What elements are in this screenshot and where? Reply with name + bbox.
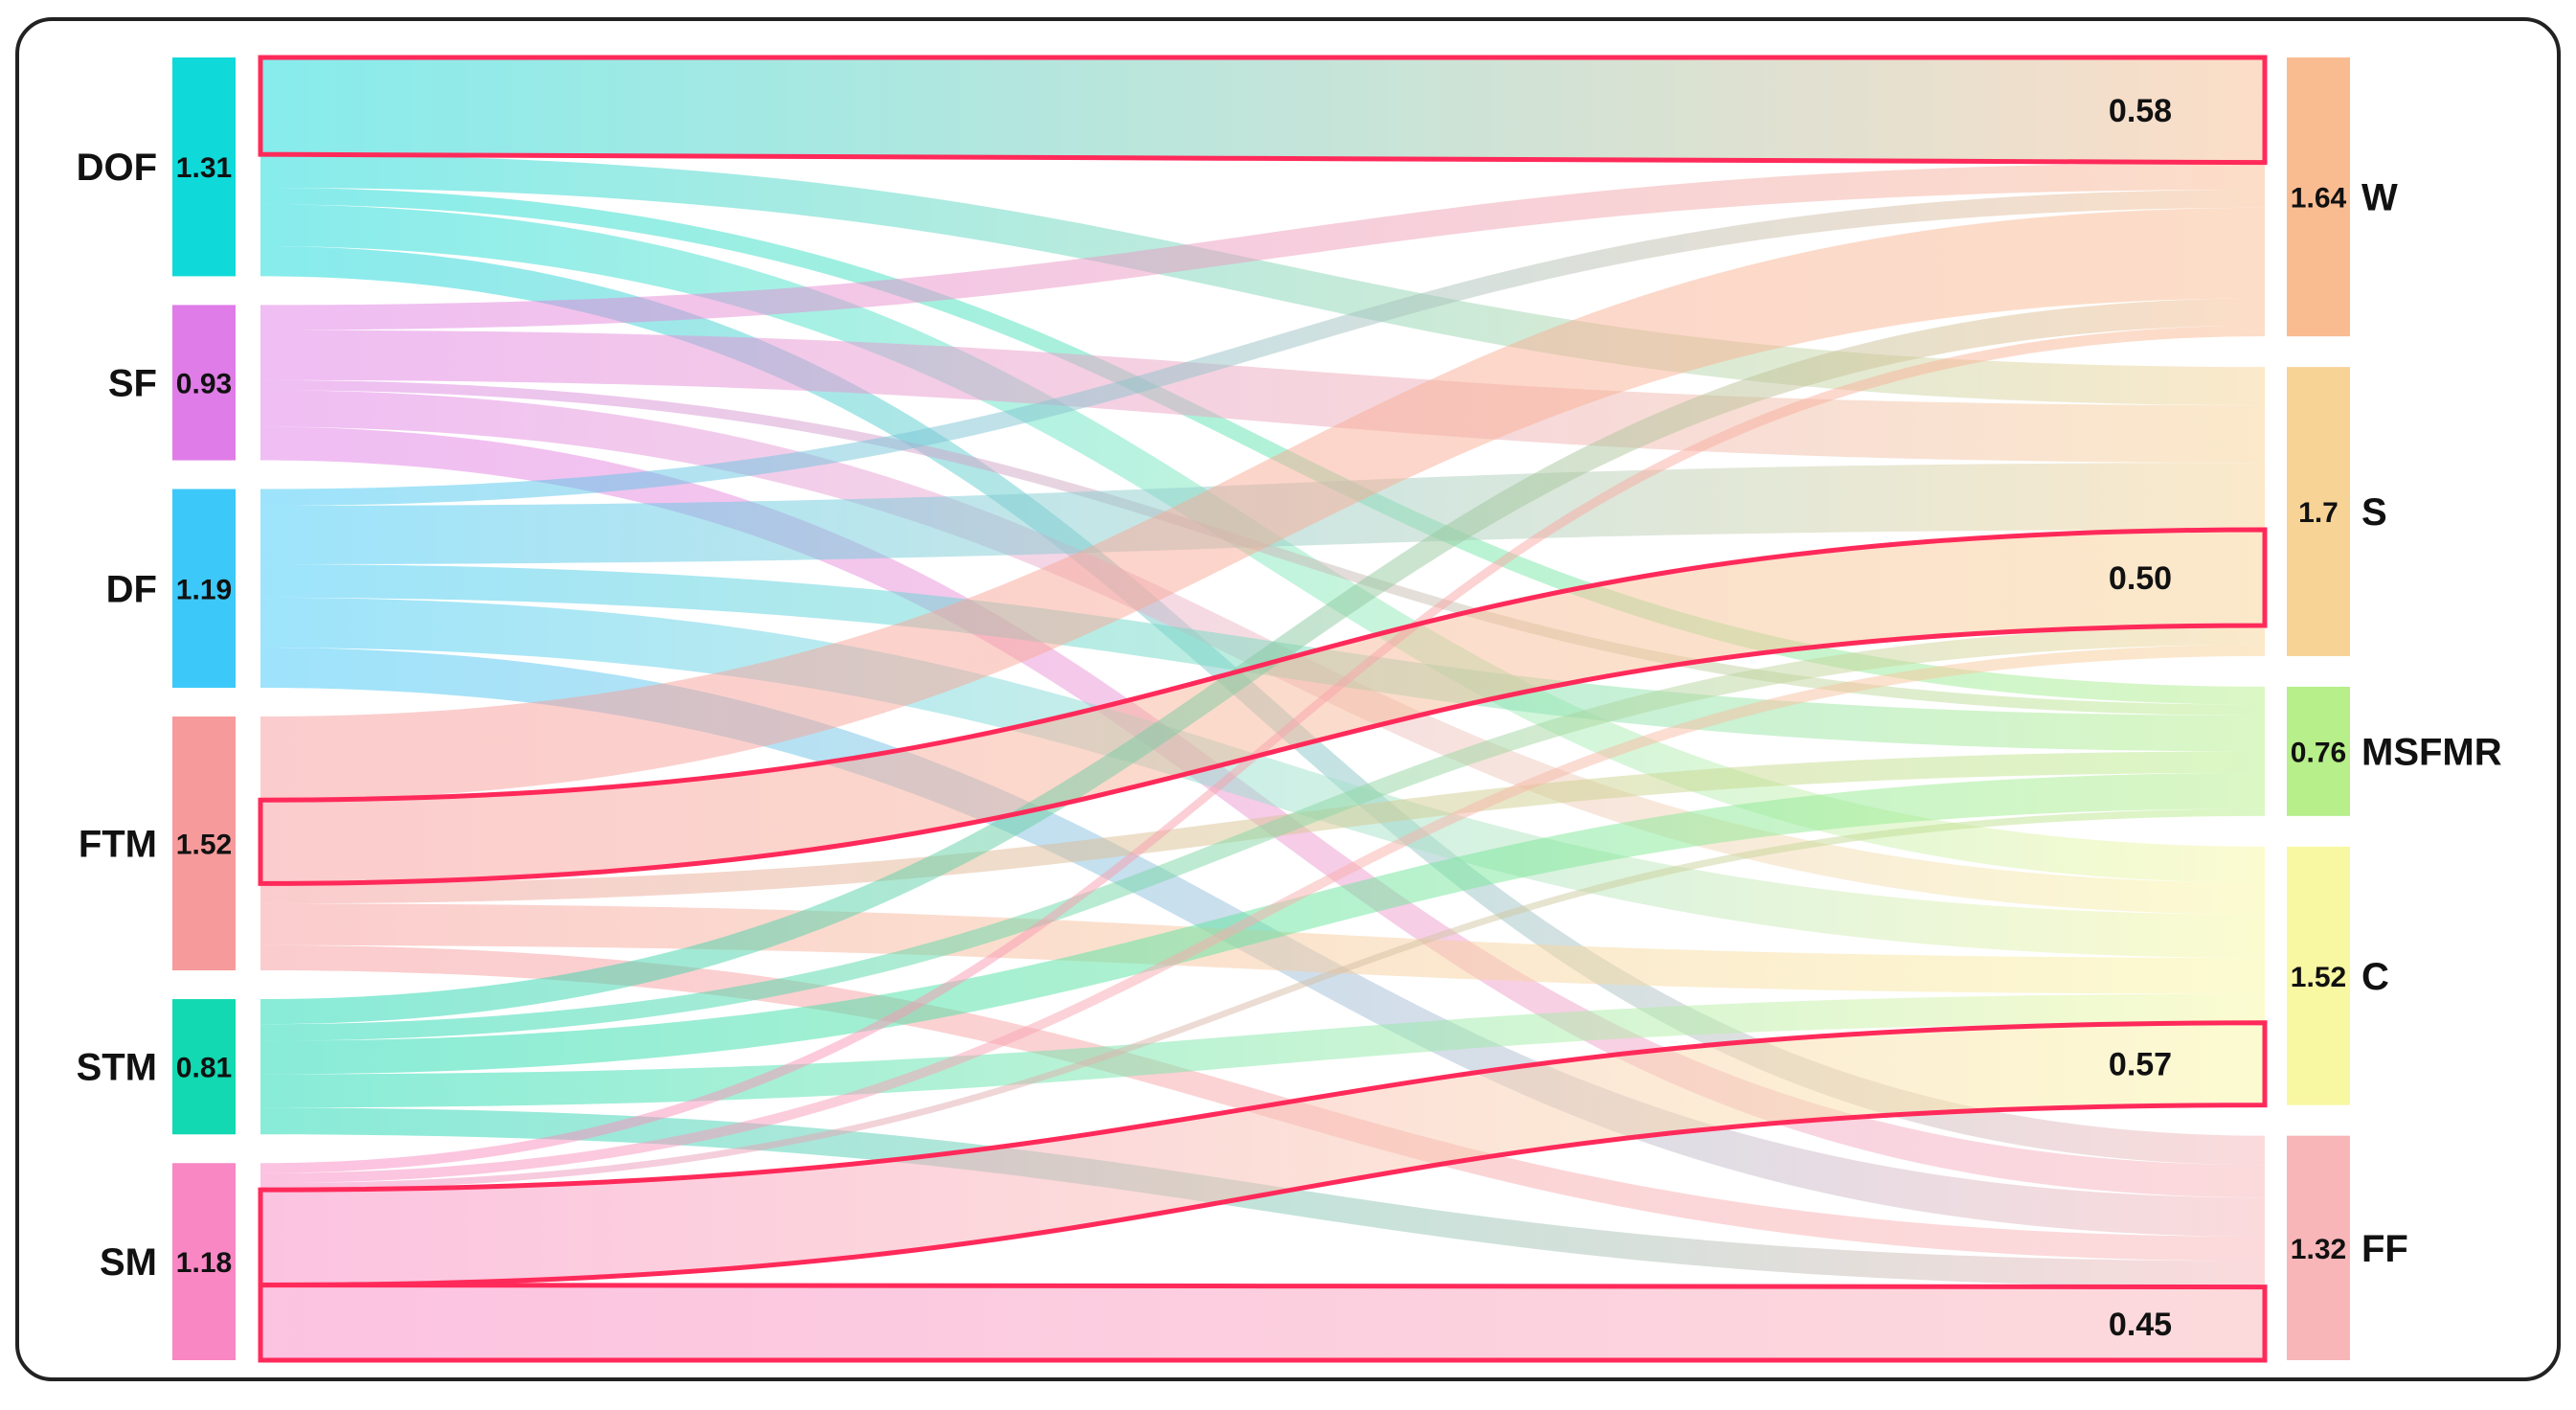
link-ftm-to-s [260,530,2265,884]
highlighted-flows: 0.58 0.50 0.57 0.45 [258,55,2268,1363]
source-node-ftm [172,716,236,971]
link-dof-to-w [260,57,2265,163]
source-label-ftm: FTM [79,824,157,866]
target-value-msfmr: 0.76 [2291,737,2346,768]
link-sf-to-w [260,162,2265,330]
node-labels: DOF 1.31 SF 0.93 DF 1.19 FTM 1.52 STM 0.81 SM 1.18 1… [77,147,2502,1284]
source-label-sm: SM [100,1241,157,1284]
target-node-ff [2287,1135,2350,1360]
link-sm-to-ff [260,1285,2265,1360]
source-label-df: DF [106,568,157,610]
source-node-df [172,489,236,689]
link-ftm-to-ff [260,944,2265,1262]
source-label-sf: SF [108,362,157,404]
highlight-outline-sm-to-ff [258,1283,2268,1363]
link-dof-to-s [260,154,2265,406]
link-dof-to-msfmr [260,187,2265,705]
target-node-msfmr [2287,686,2350,816]
link-sf-to-s [260,330,2265,464]
source-value-dof: 1.31 [176,152,232,184]
link-ftm-to-w [260,207,2265,801]
source-value-sm: 1.18 [176,1247,232,1279]
target-value-ff: 1.32 [2291,1234,2346,1265]
target-value-s: 1.7 [2298,497,2339,529]
link-stm-to-s [260,625,2265,1041]
link-stm-to-msfmr [260,772,2265,1075]
link-sm-to-msfmr [260,808,2265,1191]
link-sm-to-w [260,325,2265,1173]
source-node-dof [172,57,236,277]
target-label-c: C [2361,956,2389,998]
source-node-stm [172,999,236,1135]
source-value-stm: 0.81 [176,1053,232,1084]
target-value-c: 1.52 [2291,962,2346,993]
source-node-sf [172,305,236,461]
link-sf-to-ff [260,426,2265,1198]
source-value-sf: 0.93 [176,368,232,399]
source-label-dof: DOF [77,147,157,189]
highlight-value-ftm-to-s: 0.50 [2109,560,2172,597]
link-df-to-c [260,597,2265,958]
highlight-value-sm-to-ff: 0.45 [2109,1307,2172,1343]
highlight-outline-dof-to-w [258,55,2268,166]
highlight-value-sm-to-c: 0.57 [2109,1047,2172,1083]
target-node-w [2287,57,2350,337]
target-label-s: S [2361,491,2387,534]
source-value-df: 1.19 [176,574,232,605]
target-label-ff: FF [2361,1228,2408,1270]
target-node-c [2287,846,2350,1105]
source-node-sm [172,1163,236,1360]
target-label-w: W [2361,177,2398,219]
target-node-s [2287,367,2350,656]
link-sm-to-c [260,1022,2265,1285]
nodes [172,57,2350,1360]
target-value-w: 1.64 [2291,183,2347,215]
highlight-outline-sm-to-c [258,1020,2268,1288]
link-stm-to-w [260,298,2265,1025]
source-label-stm: STM [77,1047,157,1089]
highlight-outline-ftm-to-s [258,527,2268,886]
highlight-value-dof-to-w: 0.58 [2109,93,2172,129]
flow-links [260,57,2265,1360]
link-df-to-w [260,190,2265,506]
target-label-msfmr: MSFMR [2361,731,2502,773]
source-value-ftm: 1.52 [176,830,232,861]
link-sm-to-s [260,644,2265,1184]
